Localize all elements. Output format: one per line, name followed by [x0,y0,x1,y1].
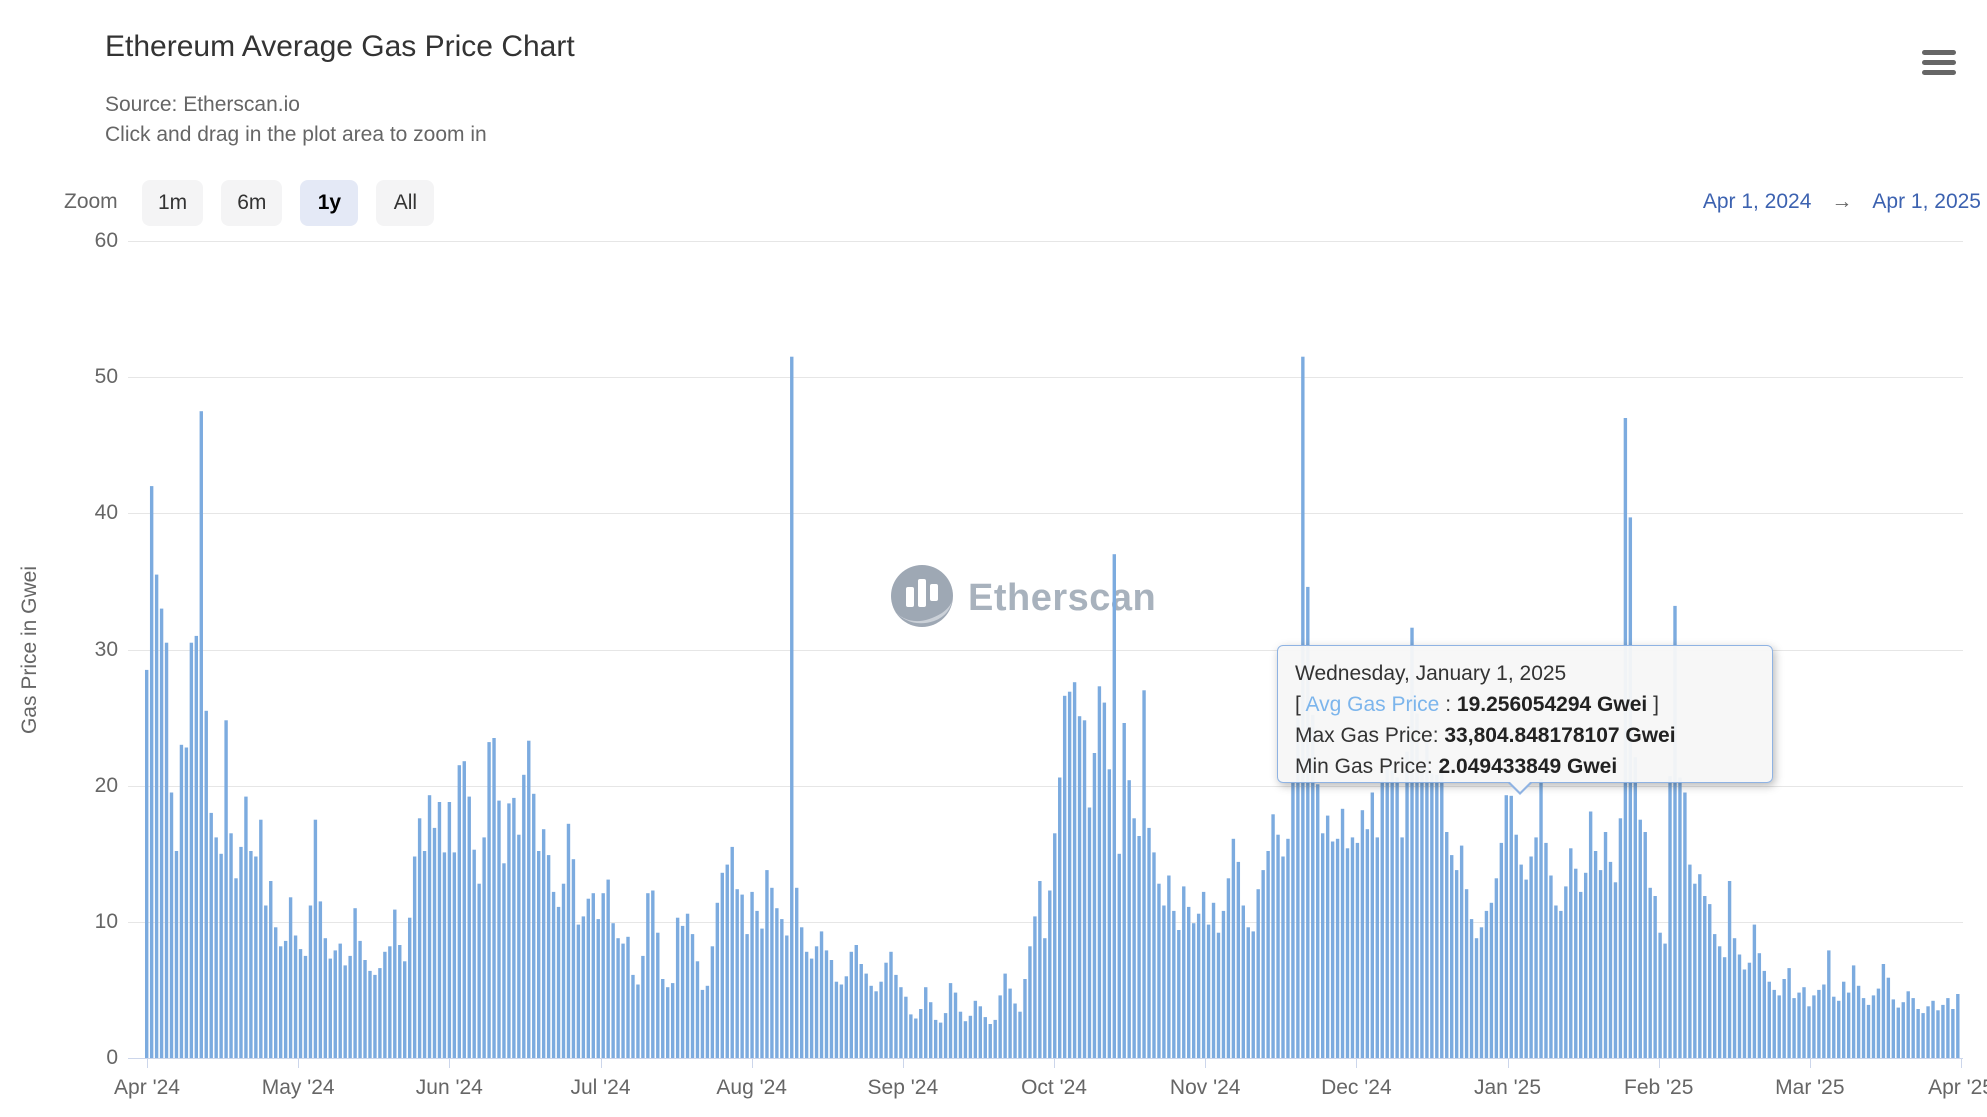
x-axis-label: Oct '24 [1021,1076,1087,1099]
y-axis-label: 20 [94,773,118,797]
etherscan-watermark: Etherscan [890,563,1156,633]
chart-hint-subtitle: Click and drag in the plot area to zoom … [105,123,487,146]
tooltip-min-value: 2.049433849 Gwei [1438,755,1618,778]
x-axis-label: Apr '24 [114,1076,180,1099]
point-tooltip: Wednesday, January 1, 2025 [ Avg Gas Pri… [1277,645,1773,795]
x-axis-label: Aug '24 [716,1076,787,1099]
tooltip-min-line: Min Gas Price: 2.049433849 Gwei [1295,755,1618,778]
tooltip-avg-line: [ Avg Gas Price : 19.256054294 Gwei ] [1295,693,1659,716]
x-axis-label: Feb '25 [1623,1076,1694,1099]
zoom-label: Zoom [64,190,118,213]
y-axis-label: 40 [94,501,118,525]
x-axis-label: Apr '25 [1928,1076,1987,1099]
tooltip-date: Wednesday, January 1, 2025 [1295,662,1567,685]
y-axis-label: 0 [106,1046,118,1069]
x-axis-label: Jul '24 [570,1076,631,1099]
x-axis-label: Sep '24 [867,1076,939,1099]
chart-source-subtitle: Source: Etherscan.io [105,93,300,116]
date-range: Apr 1, 2024 → Apr 1, 2025 [1703,190,1981,214]
x-axis-label: Nov '24 [1169,1076,1241,1099]
zoom-button-1m[interactable]: 1m [142,180,204,226]
tooltip-max-line: Max Gas Price: 33,804.848178107 Gwei [1295,724,1676,747]
zoom-button-1y[interactable]: 1y [300,180,359,226]
x-axis-label: Dec '24 [1321,1076,1392,1099]
zoom-button-6m[interactable]: 6m [221,180,283,226]
y-axis-label: 60 [94,229,118,252]
y-axis-label: 50 [94,365,118,389]
range-start-date[interactable]: Apr 1, 2024 [1702,190,1812,213]
x-axis-label: May '24 [261,1076,335,1099]
x-axis-label: Jan '25 [1473,1076,1542,1099]
watermark-text: Etherscan [968,576,1157,619]
x-axis-label: Jun '24 [415,1076,483,1099]
etherscan-logo-icon [891,565,953,627]
zoom-button-group: 1m 6m 1y All [142,180,435,226]
tooltip-avg-value: 19.256054294 Gwei [1456,693,1648,716]
tooltip-max-value: 33,804.848178107 Gwei [1444,724,1676,747]
y-axis-label: 10 [94,909,118,933]
range-end-date[interactable]: Apr 1, 2025 [1872,190,1981,213]
x-axis-label: Mar '25 [1775,1076,1845,1099]
y-axis-label: 30 [94,637,118,661]
burger-bar [1922,70,1956,75]
burger-bar [1922,60,1956,65]
page-title: Ethereum Average Gas Price Chart [105,30,575,63]
range-arrow-icon: → [1831,190,1853,213]
burger-bar [1922,50,1956,55]
chart-context-menu-icon[interactable] [1922,50,1958,78]
tooltip-avg-label: Avg Gas Price [1305,693,1440,716]
zoom-button-all[interactable]: All [376,180,435,226]
gas-price-bars[interactable] [145,356,1960,1059]
